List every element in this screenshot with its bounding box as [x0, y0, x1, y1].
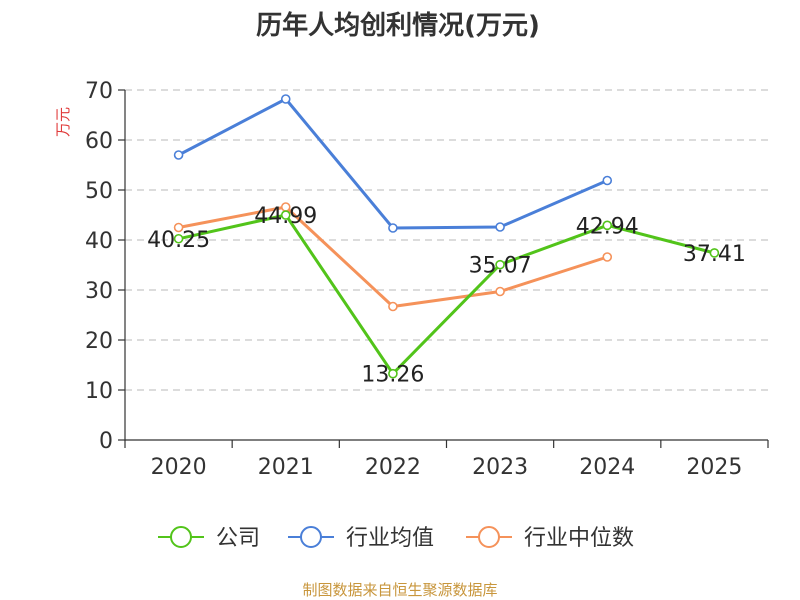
data-point: [173, 233, 184, 244]
data-point: [173, 150, 184, 160]
data-label: 13.26: [361, 363, 424, 388]
y-axis-label: 万元: [54, 107, 72, 137]
x-tick-label: 2023: [472, 455, 528, 480]
data-labels: 40.25 44.99 13.26 35.07 42.94 37.41: [147, 204, 746, 388]
gridlines: [125, 89, 768, 391]
data-label: 42.94: [576, 214, 639, 239]
axes: 0 10 20 30 40 50 60 70 2020 2021 2022 2023 2024 2025: [85, 79, 769, 480]
data-point: [602, 220, 613, 231]
data-label: 35.07: [469, 254, 532, 279]
data-point: [495, 259, 505, 270]
data-points: [173, 94, 720, 379]
x-tick-label: 2025: [686, 455, 742, 480]
series-line-1: [177, 97, 608, 230]
legend-item: 行业均值: [288, 526, 434, 551]
y-tick-label: 50: [85, 179, 113, 204]
y-tick-label: 0: [99, 429, 113, 454]
source-note: 制图数据来自恒生聚源数据库: [302, 581, 497, 599]
legend-marker: [478, 526, 500, 548]
data-point: [388, 368, 398, 379]
series-line-2: [178, 205, 608, 308]
data-point: [280, 94, 291, 104]
legend-label: 行业中位数: [524, 526, 634, 551]
data-point: [709, 248, 720, 258]
x-tick-label: 2024: [579, 455, 635, 480]
data-point: [388, 301, 398, 312]
data-label: 37.41: [683, 242, 746, 267]
x-tick-label: 2021: [258, 455, 314, 480]
y-tick-label: 10: [85, 379, 113, 404]
y-tick-label: 70: [85, 79, 113, 104]
chart-title: 历年人均创利情况(万元): [256, 10, 540, 41]
legend-label: 公司: [216, 526, 260, 551]
y-tick-label: 30: [85, 279, 113, 304]
legend-marker: [170, 526, 192, 548]
legend-marker: [300, 526, 322, 548]
data-point: [495, 286, 505, 297]
data-label: 40.25: [147, 228, 210, 253]
x-tick-label: 2020: [151, 455, 207, 480]
series-line-0: [178, 213, 715, 376]
y-tick-label: 20: [85, 329, 113, 354]
data-point: [602, 175, 613, 186]
legend-item: 公司: [158, 526, 260, 551]
data-point: [388, 223, 398, 233]
y-tick-label: 60: [85, 129, 113, 154]
data-point: [602, 252, 613, 262]
data-point: [173, 222, 184, 233]
data-label: 44.99: [254, 204, 317, 229]
legend-item: 行业中位数: [466, 526, 634, 551]
x-tick-label: 2022: [365, 455, 421, 480]
data-point: [495, 222, 505, 232]
y-tick-label: 40: [85, 229, 113, 254]
legend: 公司 行业均值 行业中位数: [158, 526, 634, 551]
data-point: [280, 210, 291, 220]
legend-label: 行业均值: [346, 526, 434, 551]
